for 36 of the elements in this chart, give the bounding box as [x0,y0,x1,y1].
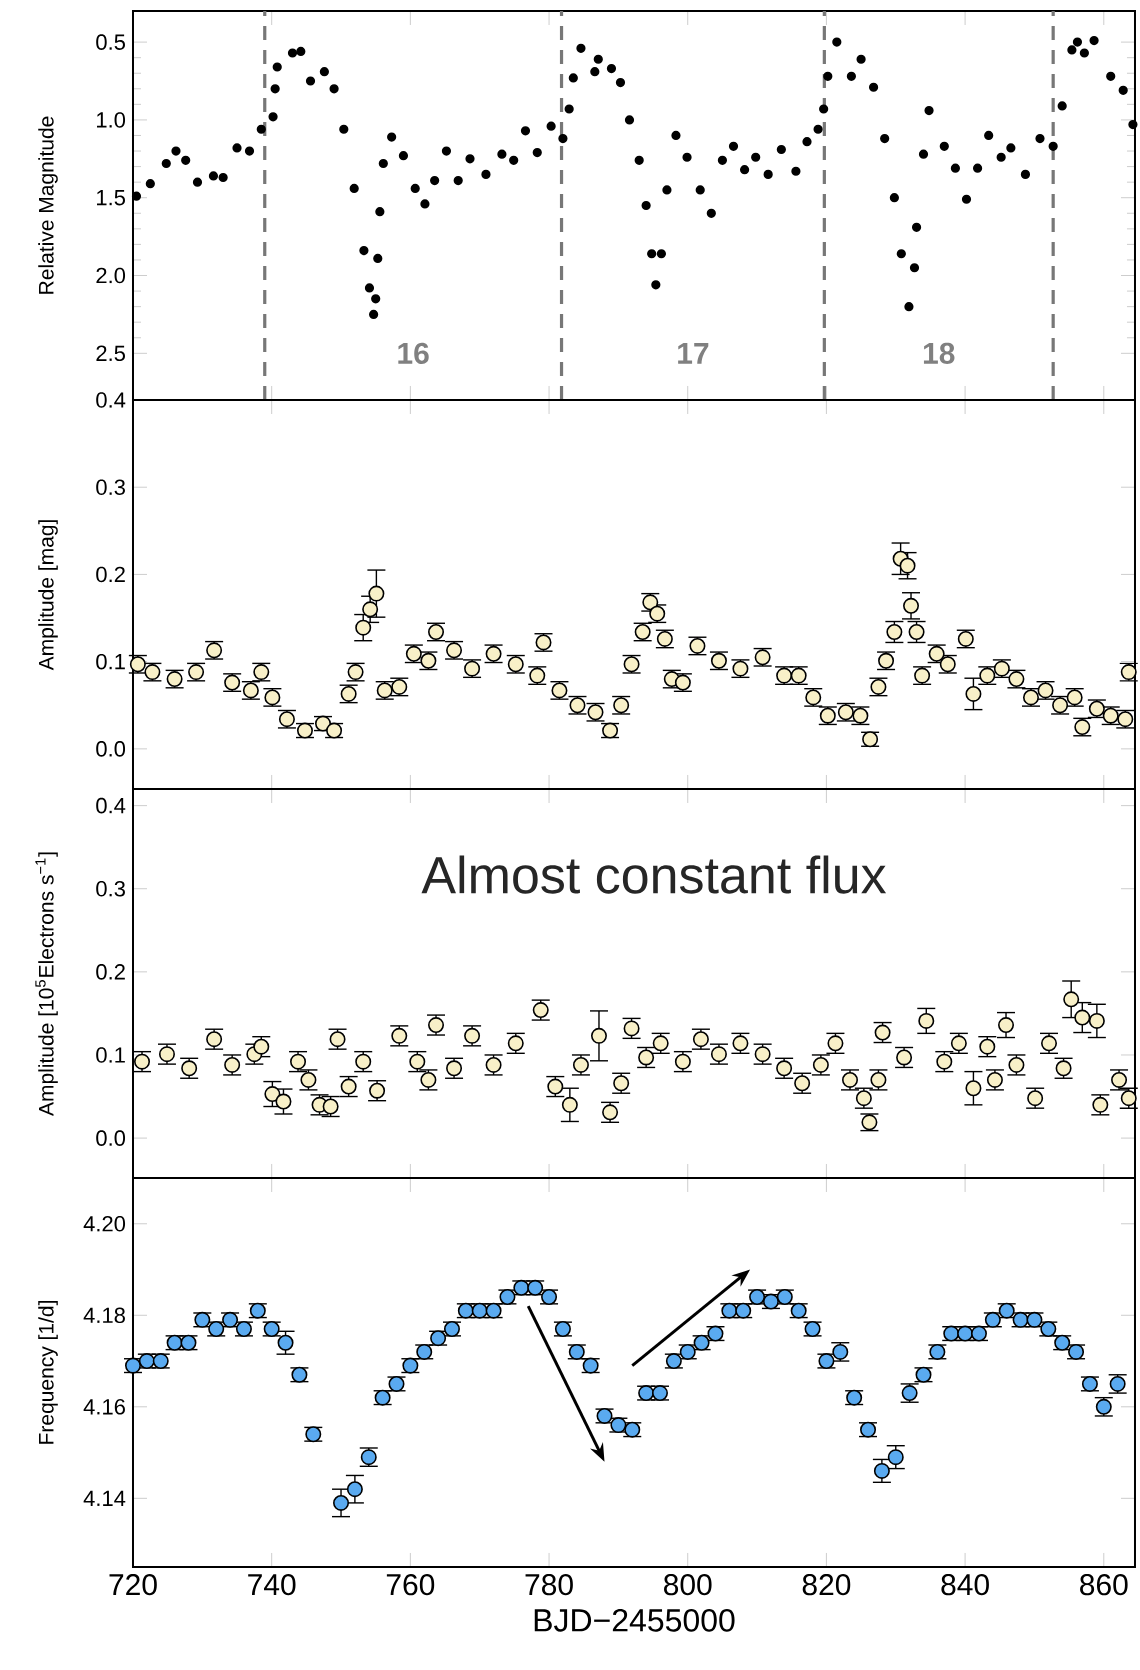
y-tick-label: 4.16 [83,1399,125,1415]
y-tick-label: 4.18 [83,1307,125,1324]
x-tick-label: 840 [941,1574,989,1596]
y-tick-label: 0.4 [96,392,126,408]
y-tick-label: 4.14 [83,1490,126,1506]
x-tick-label: 760 [386,1574,435,1596]
y-tick-label: 1.0 [97,112,126,128]
y-tick-label: 0.2 [96,964,125,980]
y-tick-label: 0.4 [96,797,126,814]
annotation: Almost constant flux [421,855,887,894]
x-tick-label: 720 [109,1574,157,1596]
annotation: 16 [398,342,429,364]
x-tick-label: 800 [664,1574,712,1596]
y-tick-label: 0.0 [96,741,126,757]
x-tick-label: 740 [248,1574,296,1596]
y-axis-title: Frequency [1/d] [38,1301,58,1444]
annotation: 18 [923,342,955,364]
y-tick-label: 0.3 [96,479,125,495]
y-axis-title: Amplitude [10$^{5}$Electrons s$^{−1}$] [35,852,58,1116]
y-tick-label: 4.20 [83,1215,126,1232]
x-tick-label: 780 [525,1574,573,1596]
x-tick-label: 820 [802,1574,851,1596]
y-axis-title: Amplitude [mag] [38,520,58,671]
y-tick-label: 0.1 [96,653,125,670]
y-tick-label: 2.0 [96,267,126,284]
y-tick-label: 0.3 [96,880,125,897]
annotation: 17 [678,343,709,364]
y-tick-label: 0.1 [96,1047,125,1063]
x-tick-label: 860 [1080,1574,1128,1596]
y-tick-label: 0.2 [96,566,125,583]
y-axis-title: Relative Magnitude [38,116,58,294]
y-tick-label: 2.5 [96,345,125,362]
x-axis-title: BJD−2455000 [534,1609,735,1632]
y-tick-label: 0.5 [96,34,125,50]
y-tick-label: 0.0 [96,1130,126,1146]
y-tick-label: 1.5 [97,190,125,206]
